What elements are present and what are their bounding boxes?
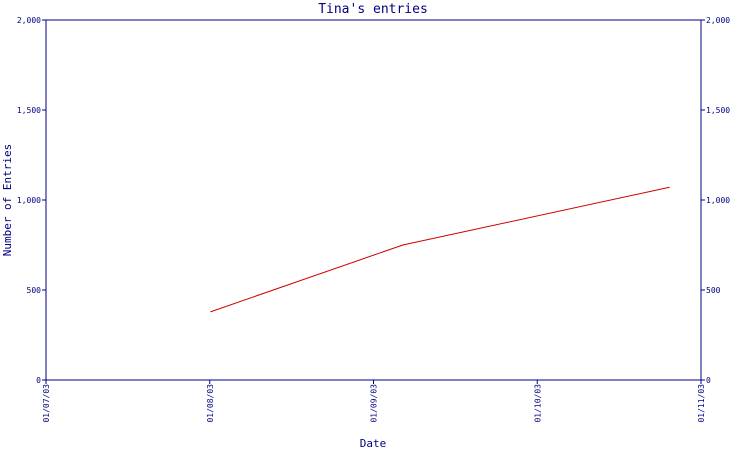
x-tick-label: 01/10/03 (533, 384, 542, 423)
y-tick-label-right: 1,500 (706, 106, 730, 115)
y-tick-label-right: 0 (706, 376, 711, 385)
y-tick-label-right: 1,000 (706, 196, 730, 205)
x-tick-label: 01/07/03 (42, 384, 51, 423)
x-tick-label: 01/08/03 (206, 384, 215, 423)
chart-title: Tina's entries (318, 2, 428, 17)
y-axis-left: 0 500 1,000 1,500 2,000 (17, 16, 46, 385)
series-point (210, 311, 212, 313)
x-tick-label: 01/09/03 (370, 384, 379, 423)
y-tick-label-left: 0 (36, 376, 41, 385)
y-tick-label-right: 500 (706, 286, 721, 295)
y-tick-label-left: 1,500 (17, 106, 41, 115)
y-tick-label-left: 500 (27, 286, 42, 295)
plot-area-frame (45, 19, 702, 381)
series-line (210, 186, 670, 313)
series-point (402, 244, 404, 246)
y-axis-right: 0 500 1,000 1,500 2,000 (701, 16, 730, 385)
y-tick-label-right: 2,000 (706, 16, 730, 25)
series-point (668, 186, 670, 188)
series-layer (210, 186, 670, 313)
y-tick-label-left: 1,000 (17, 196, 41, 205)
x-tick-label: 01/11/03 (697, 384, 706, 423)
x-axis: 01/07/03 01/08/03 01/09/03 01/10/03 01/11/03 (42, 380, 706, 423)
y-tick-label-left: 2,000 (17, 16, 41, 25)
x-axis-label: Date (360, 437, 387, 450)
y-axis-label: Number of Entries (1, 144, 14, 257)
